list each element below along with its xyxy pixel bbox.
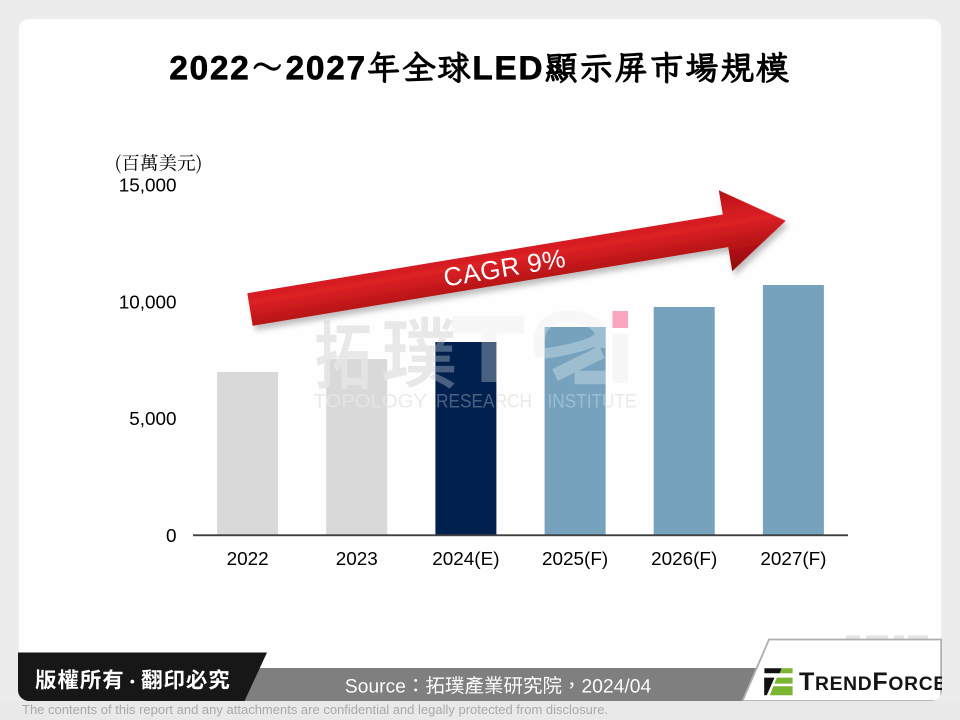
svg-text:15,000: 15,000 bbox=[119, 176, 177, 197]
svg-text:10,000: 10,000 bbox=[119, 292, 177, 313]
svg-text:2024(E): 2024(E) bbox=[432, 549, 499, 570]
svg-text:2027(F): 2027(F) bbox=[760, 549, 826, 570]
svg-text:0: 0 bbox=[166, 526, 177, 547]
svg-text:2025(F): 2025(F) bbox=[542, 549, 608, 570]
svg-text:2026(F): 2026(F) bbox=[651, 549, 717, 570]
svg-text:The contents of this report an: The contents of this report and any atta… bbox=[22, 702, 608, 717]
svg-text:5,000: 5,000 bbox=[129, 409, 176, 430]
svg-text:2023: 2023 bbox=[336, 549, 378, 570]
svg-text:2022: 2022 bbox=[227, 549, 269, 570]
